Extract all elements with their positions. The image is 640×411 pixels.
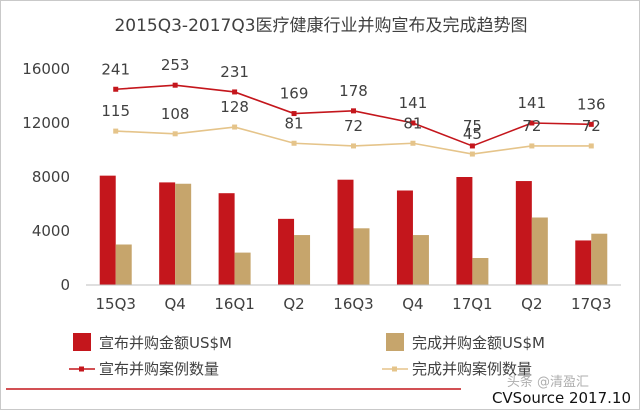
legend-swatch-marker bbox=[79, 366, 84, 372]
marker-completed-count bbox=[172, 131, 178, 137]
label-completed-count: 72 bbox=[344, 117, 363, 135]
bar-completed-amount bbox=[294, 235, 311, 285]
marker-announced-count bbox=[113, 86, 119, 92]
source-note: CVSource 2017.10 bbox=[492, 389, 631, 407]
marker-completed-count bbox=[113, 128, 119, 134]
marker-announced-count bbox=[232, 89, 238, 95]
y-tick-label: 4000 bbox=[32, 222, 70, 240]
label-announced-count: 231 bbox=[220, 63, 249, 81]
watermark: 头条 @清盈汇 bbox=[507, 374, 589, 390]
label-announced-count: 141 bbox=[518, 94, 547, 112]
label-completed-count: 45 bbox=[463, 125, 482, 143]
legend-swatch bbox=[386, 333, 404, 351]
bar-completed-amount bbox=[472, 258, 489, 285]
legend-label: 宣布并购案例数量 bbox=[99, 360, 219, 378]
marker-announced-count bbox=[588, 121, 594, 127]
bar-completed-amount bbox=[115, 244, 132, 285]
marker-completed-count bbox=[232, 124, 238, 130]
x-tick-label: 17Q1 bbox=[452, 295, 492, 313]
bar-announced-amount bbox=[396, 190, 413, 285]
x-tick-label: Q4 bbox=[164, 295, 185, 313]
legend-label: 宣布并购金额US$M bbox=[99, 334, 232, 352]
label-completed-count: 108 bbox=[161, 105, 190, 123]
bar-announced-amount bbox=[515, 181, 532, 285]
x-tick-label: Q2 bbox=[521, 295, 542, 313]
legend-swatch bbox=[73, 333, 91, 351]
bar-completed-amount bbox=[234, 252, 251, 285]
legend: 宣布并购金额US$M 完成并购金额US$M 宣布并购案例数量 完成并购案例数量 bbox=[69, 333, 545, 378]
label-completed-count: 115 bbox=[101, 102, 130, 120]
marker-announced-count bbox=[529, 120, 535, 126]
label-completed-count: 128 bbox=[220, 98, 249, 116]
bar-completed-amount bbox=[175, 183, 192, 285]
x-tick-label: 16Q3 bbox=[333, 295, 373, 313]
y-axis: 0 4000 8000 12000 16000 bbox=[22, 60, 70, 294]
bar-announced-amount bbox=[159, 182, 176, 285]
y-tick-label: 12000 bbox=[22, 114, 70, 132]
y-tick-label: 0 bbox=[60, 276, 70, 294]
bar-announced-amount bbox=[218, 193, 235, 285]
marker-announced-count bbox=[410, 120, 416, 126]
y-tick-label: 16000 bbox=[22, 60, 70, 78]
legend-label: 完成并购案例数量 bbox=[412, 360, 532, 378]
bar-announced-amount bbox=[278, 218, 295, 285]
bar-completed-amount bbox=[353, 228, 370, 285]
bar-completed-amount bbox=[531, 217, 548, 285]
marker-completed-count bbox=[588, 143, 594, 149]
marker-announced-count bbox=[291, 111, 297, 117]
bar-announced-amount bbox=[456, 177, 473, 285]
label-announced-count: 178 bbox=[339, 82, 368, 100]
x-tick-label: Q2 bbox=[283, 295, 304, 313]
lines: 241 253 231 169 178 141 75 141 136 115 108 128 81 72 8… bbox=[101, 56, 606, 157]
legend-swatch-marker bbox=[392, 366, 397, 372]
legend-label: 完成并购金额US$M bbox=[412, 334, 545, 352]
marker-completed-count bbox=[469, 151, 475, 157]
marker-completed-count bbox=[529, 143, 535, 149]
marker-completed-count bbox=[291, 140, 297, 146]
label-announced-count: 136 bbox=[577, 95, 606, 113]
bar-announced-amount bbox=[575, 240, 592, 285]
label-completed-count: 72 bbox=[522, 117, 541, 135]
bar-completed-amount bbox=[591, 233, 608, 285]
marker-announced-count bbox=[351, 108, 356, 114]
x-tick-label: 16Q1 bbox=[214, 295, 254, 313]
label-announced-count: 75 bbox=[463, 117, 482, 135]
label-announced-count: 253 bbox=[161, 56, 190, 74]
marker-announced-count bbox=[172, 82, 178, 88]
label-completed-count: 81 bbox=[403, 114, 422, 132]
bar-announced-amount bbox=[337, 179, 354, 285]
label-announced-count: 169 bbox=[280, 85, 309, 103]
x-tick-label: 17Q3 bbox=[571, 295, 611, 313]
bar-announced-amount bbox=[99, 175, 116, 285]
chart-title: 2015Q3-2017Q3医疗健康行业并购宣布及完成趋势图 bbox=[114, 16, 527, 36]
label-announced-count: 241 bbox=[101, 60, 130, 78]
marker-completed-count bbox=[410, 140, 416, 146]
marker-completed-count bbox=[351, 143, 356, 149]
marker-announced-count bbox=[469, 143, 475, 149]
y-tick-label: 8000 bbox=[32, 168, 70, 186]
label-completed-count: 72 bbox=[582, 117, 601, 135]
x-axis: 15Q3 Q4 16Q1 Q2 16Q3 Q4 17Q1 Q2 17Q3 bbox=[86, 284, 621, 313]
x-tick-label: 15Q3 bbox=[96, 295, 136, 313]
bar-completed-amount bbox=[412, 235, 429, 285]
bars bbox=[99, 175, 608, 285]
label-completed-count: 81 bbox=[285, 114, 304, 132]
label-announced-count: 141 bbox=[399, 94, 428, 112]
x-tick-label: Q4 bbox=[402, 295, 423, 313]
